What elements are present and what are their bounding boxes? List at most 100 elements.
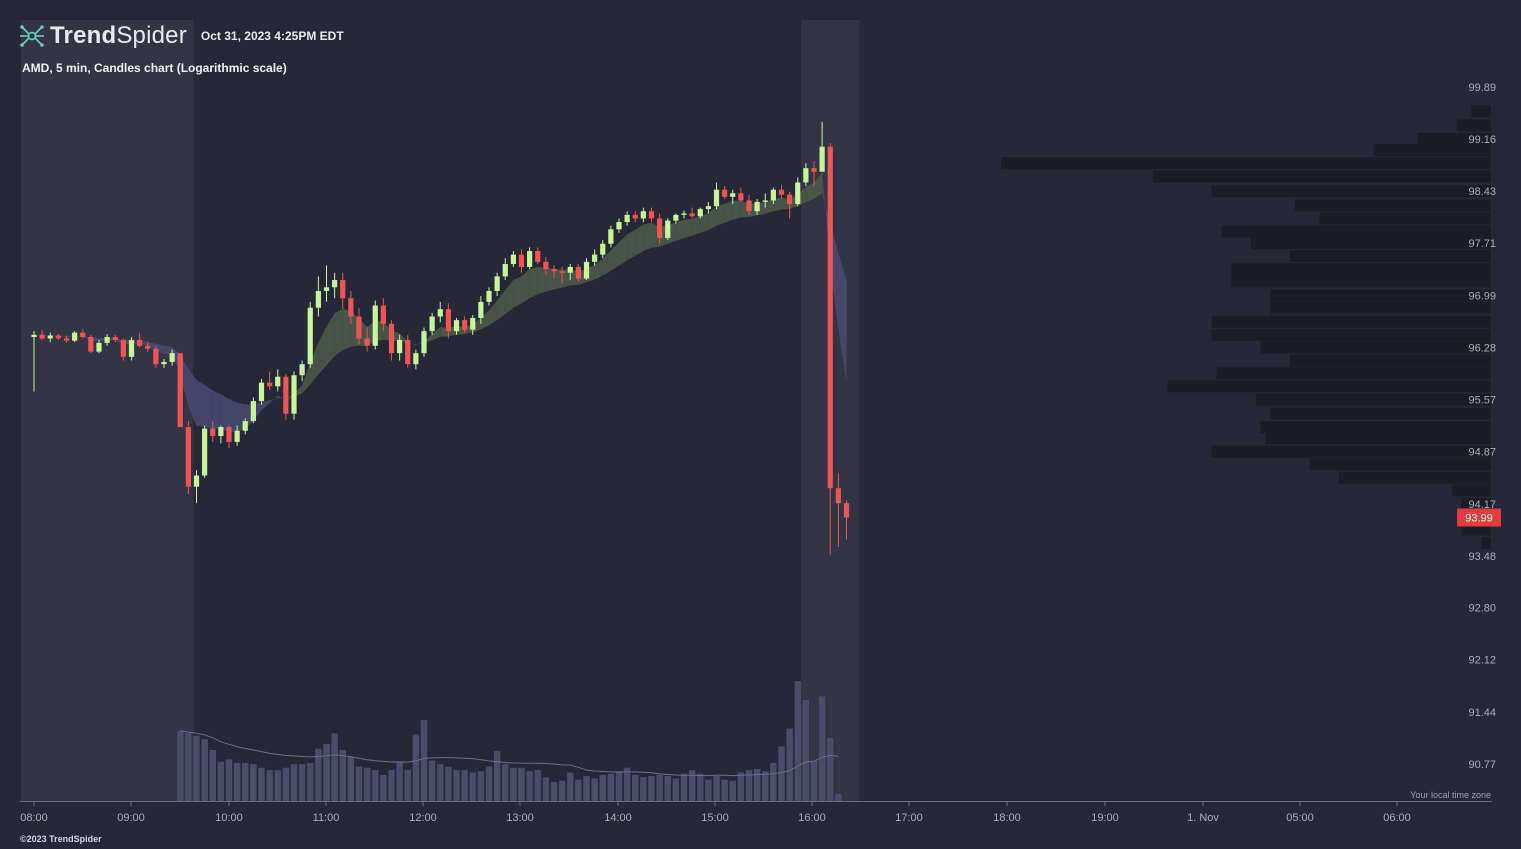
ma-band-segment	[505, 279, 514, 315]
volume-profile-bar	[1270, 407, 1491, 420]
candle-down	[689, 213, 695, 217]
volume-bar	[770, 762, 777, 801]
volume-bar	[680, 773, 688, 801]
y-tick-label: 93.48	[1468, 551, 1496, 563]
volume-bar	[518, 767, 525, 801]
volume-bar	[217, 761, 225, 801]
volume-profile-bar	[1152, 170, 1491, 183]
volume-profile-bar	[1211, 328, 1491, 341]
volume-bar	[737, 772, 745, 801]
volume-bar	[339, 749, 346, 801]
candle-down	[153, 348, 159, 365]
y-tick-label: 92.80	[1468, 603, 1496, 615]
candle-up	[592, 254, 598, 262]
candle-up	[502, 264, 508, 277]
volume-profile-bar	[1211, 185, 1491, 198]
ma-band-segment	[643, 222, 652, 252]
y-tick-label: 90.77	[1468, 759, 1496, 771]
y-tick-label: 97.71	[1468, 238, 1496, 250]
volume-profile-bar	[1221, 225, 1491, 238]
candle-up	[202, 428, 208, 476]
volume-bar	[388, 770, 395, 801]
last-price-label: 93.99	[1465, 513, 1493, 525]
ma-band-segment	[700, 213, 709, 233]
volume-bar	[404, 770, 411, 801]
volume-bar	[315, 748, 322, 801]
volume-bar	[282, 767, 290, 801]
timezone-note[interactable]: Your local time zone	[1410, 790, 1491, 800]
x-tick-label: 17:00	[895, 812, 923, 824]
ma-band-segment	[805, 182, 814, 203]
volume-bar	[818, 696, 826, 801]
ma-band-segment	[480, 310, 489, 330]
volume-average-line	[180, 730, 839, 777]
volume-bar	[729, 780, 736, 801]
volume-bar	[794, 681, 801, 801]
ma-band-segment	[342, 308, 351, 351]
candle-down	[648, 211, 655, 219]
volume-bar	[453, 770, 460, 801]
volume-bar	[607, 773, 615, 801]
volume-profile-bar	[1290, 354, 1491, 367]
volume-bar	[307, 762, 314, 801]
ma-band-segment	[407, 342, 416, 346]
volume-bar	[632, 774, 639, 801]
ma-band-segment	[724, 200, 733, 223]
candle-up	[315, 290, 321, 308]
candle-down	[835, 488, 841, 504]
candle-up	[770, 189, 776, 201]
volume-bar	[502, 764, 509, 801]
ma-band-segment	[554, 268, 563, 290]
x-tick-label: 16:00	[798, 812, 826, 824]
ma-band-segment	[204, 385, 213, 430]
volume-bar	[258, 767, 265, 801]
session-shade	[21, 20, 194, 801]
volume-profile-bar	[1265, 432, 1491, 445]
candle-up	[600, 243, 606, 255]
candle-up	[323, 287, 330, 291]
candle-down	[518, 254, 525, 267]
candle-down	[405, 339, 411, 365]
volume-profile-bar	[1451, 484, 1491, 497]
candle-up	[128, 339, 135, 357]
volume-profile-bar	[1309, 458, 1491, 471]
candle-down	[738, 193, 744, 201]
candle-up	[673, 214, 679, 221]
volume-bar	[526, 771, 533, 801]
candlesticks	[31, 121, 850, 555]
volume-bar	[347, 757, 355, 801]
volume-profile-bar	[1295, 199, 1491, 212]
trendspider-logo[interactable]: TrendSpider	[18, 22, 187, 50]
volume-profile	[1001, 105, 1491, 550]
candle-down	[388, 323, 395, 354]
ma-band-segment	[773, 197, 782, 212]
x-tick-label: 08:00	[20, 812, 48, 824]
ma-band-segment	[732, 200, 741, 220]
last-price-badge	[1457, 508, 1501, 527]
candle-down	[120, 339, 126, 357]
candle-down	[55, 335, 61, 339]
x-tick-label: 18:00	[993, 812, 1021, 824]
volume-bar	[567, 772, 574, 801]
candle-up	[242, 421, 248, 431]
ma-band-segment	[334, 308, 343, 357]
volume-bar	[250, 764, 257, 801]
candle-up	[96, 342, 102, 352]
candle-up	[31, 334, 37, 338]
volume-bar	[274, 770, 281, 801]
volume-profile-bar	[1456, 119, 1491, 132]
candle-down	[827, 146, 833, 489]
volume-bar	[510, 767, 517, 801]
candle-down	[39, 334, 45, 339]
volume-bar	[835, 793, 842, 801]
candle-down	[226, 427, 232, 442]
volume-bar	[534, 770, 541, 801]
candle-up	[299, 364, 305, 376]
candle-up	[705, 206, 711, 210]
ma-band-segment	[635, 224, 644, 256]
y-tick-label: 98.43	[1468, 186, 1496, 198]
candle-up	[429, 316, 435, 332]
candle-up	[291, 375, 297, 414]
ma-band-segment	[814, 172, 823, 199]
